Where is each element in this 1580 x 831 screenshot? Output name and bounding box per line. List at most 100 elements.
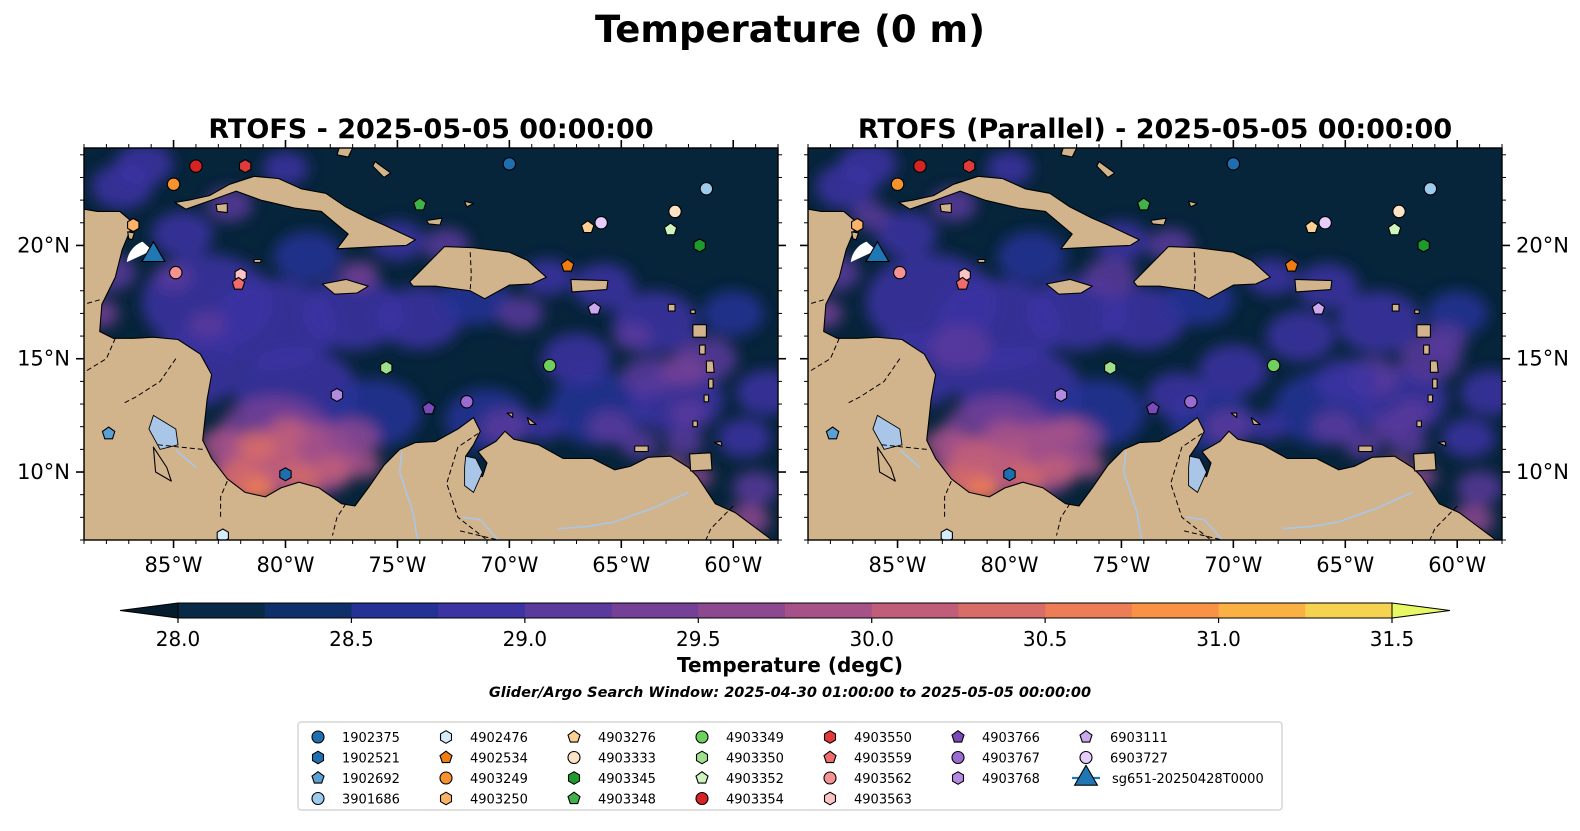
land-polygon [939,202,952,214]
glider-track-swath [850,241,877,263]
temperature-patch [1420,323,1467,358]
float-marker-4902534 [560,258,575,272]
land-polygon [1149,217,1167,226]
legend-entry-4903348: 4903348 [567,791,656,808]
lat-tick-label: 20°N [17,233,70,257]
map-panel-rtofs-parallel: RTOFS (Parallel) - 2025-05-05 00:00:00 8… [800,114,1569,577]
river [398,451,419,540]
land-polygon [1432,378,1438,389]
colorbar-segment [1131,603,1220,618]
legend-entry-4903766: 4903766 [951,730,1040,746]
country-border [220,480,228,518]
legend-marker [1079,750,1093,765]
legend-entry-6903727: 6903727 [1079,750,1168,767]
legend-marker [951,730,965,743]
legend-label: 4903249 [470,772,528,787]
legend-marker [439,750,453,764]
float-marker-4903559 [231,276,246,290]
colorbar-segment [785,603,873,618]
legend-marker [567,791,581,805]
land-polygon [1250,417,1261,425]
float-marker-1902521 [1003,467,1016,482]
country-border [1170,433,1212,540]
temperature-patch [1203,408,1254,446]
country-border [1193,252,1196,290]
float-marker-4903349 [1266,358,1281,373]
legend-label: 1902375 [342,731,400,746]
float-marker-4903559 [955,276,970,290]
float-marker-3901686 [1423,182,1438,196]
temperature-patch [1314,358,1377,405]
land-rtofs-parallel [808,148,1497,540]
land-polygon [409,246,547,300]
land-polygon [506,412,514,419]
float-marker-6903111 [1311,301,1326,315]
land-polygon [708,378,714,389]
float-marker-1902375 [502,157,517,171]
temperature-patch [187,310,227,340]
temperature-patch [497,296,544,331]
float-marker-4903354 [189,159,203,173]
country-border [121,358,177,405]
float-marker-4903562 [169,265,183,280]
land-polygon [464,200,475,208]
colorbar-tick-label: 31.0 [1196,627,1241,651]
legend-label: 4903768 [982,772,1040,787]
land-polygon [808,148,1497,540]
land-polygon [692,420,698,428]
river [175,448,197,469]
legend-entry-4903550: 4903550 [823,730,912,746]
country-border [84,299,100,305]
colorbar-frame [177,602,1393,619]
temperature-patch [839,148,898,186]
land-polygon [215,202,228,214]
float-marker-4903333 [668,204,682,219]
legend-entry-1902375: 1902375 [311,730,400,746]
legend-marker [823,771,837,785]
temperature-patch [1265,310,1336,362]
float-marker-6903727 [1318,216,1332,230]
float-marker-4903354 [913,159,927,173]
colorbar-segment [611,603,699,618]
land-polygon [703,394,710,403]
glider-marker [865,240,890,263]
temperature-patch [273,231,343,283]
float-marker-4903767 [1184,395,1198,409]
float-marker-4903768 [1054,387,1068,403]
country-border [845,358,901,405]
temperature-patch [1070,452,1106,479]
legend-entry-4903352: 4903352 [695,771,784,787]
lon-tick-label: 60°W [1428,553,1486,577]
land-polygon [692,324,707,338]
land-polygon [526,417,537,425]
temperature-patch [1247,412,1287,441]
colorbar-segment [524,603,613,618]
lake [1188,455,1207,494]
land-polygon [1060,148,1078,158]
lon-tick-label: 80°W [980,553,1038,577]
float-marker-4903345 [693,238,706,253]
country-border [1429,505,1458,540]
legend-label: 4903562 [854,772,912,787]
land-polygon [1427,394,1434,403]
legend-entry-4903345: 4903345 [567,771,656,787]
lat-tick-label: 15°N [1516,347,1569,371]
land-polygon [1416,324,1431,338]
temperature-patch [151,211,214,257]
land-polygon [898,175,1140,250]
land-polygon [634,445,649,453]
legend-label: 1902521 [342,752,400,767]
legend-label: 4902534 [470,752,528,767]
temperature-patch [875,211,938,257]
land-polygon [1188,200,1199,208]
float-marker-4903352 [663,222,678,236]
legend-marker [439,771,453,785]
river [899,448,921,469]
temperature-patch [268,416,308,446]
land-polygon [127,231,135,241]
temperature-patch [1101,286,1187,350]
country-border [1056,503,1071,536]
river [1186,516,1223,540]
land-polygon [336,148,354,158]
